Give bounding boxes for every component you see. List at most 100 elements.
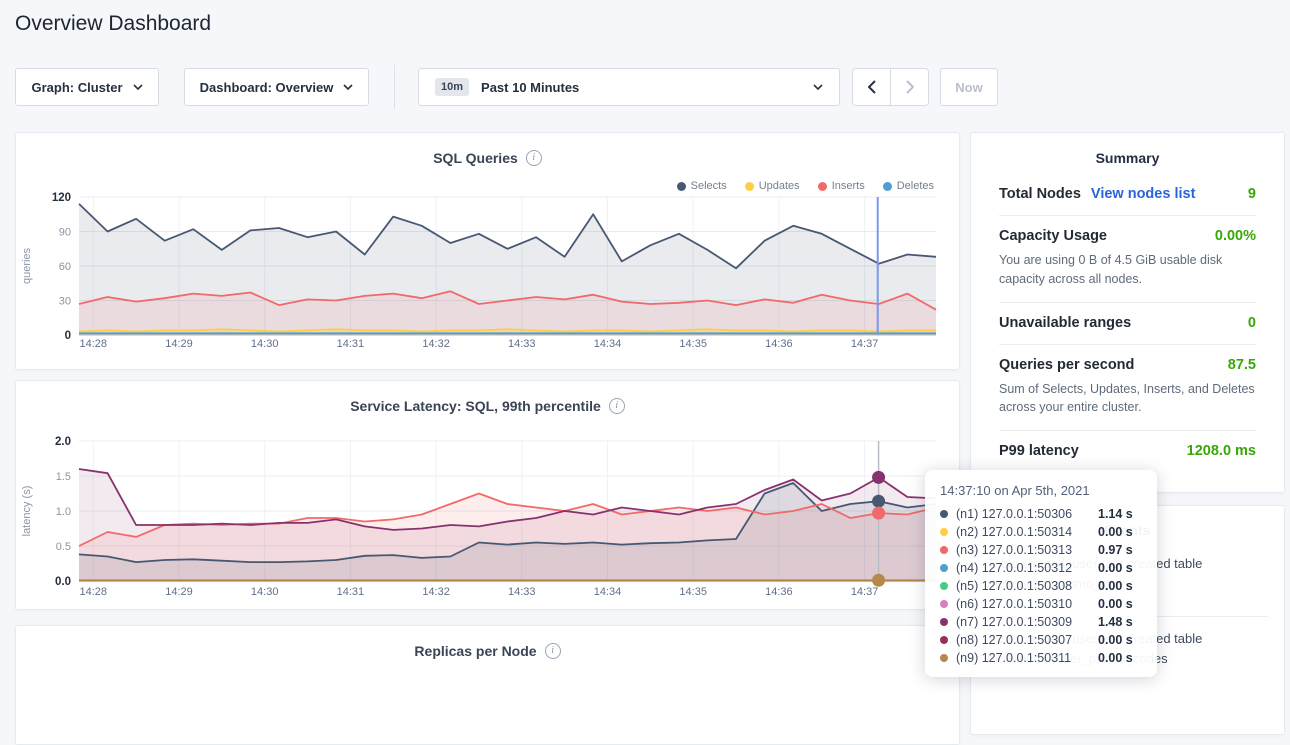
tooltip-node-label: (n6) 127.0.0.1:50310 — [956, 597, 1098, 611]
tooltip-node-label: (n9) 127.0.0.1:50311 — [956, 651, 1098, 665]
tooltip-node-value: 1.48 s — [1098, 615, 1133, 629]
summary-title: Summary — [971, 133, 1284, 174]
graph-scope-label: Graph: Cluster — [31, 80, 122, 95]
svg-text:14:29: 14:29 — [165, 338, 193, 350]
tooltip-node-label: (n5) 127.0.0.1:50308 — [956, 579, 1098, 593]
chevron-left-icon — [868, 80, 876, 94]
tooltip-node-row: (n4) 127.0.0.1:50312 0.00 s — [940, 559, 1142, 577]
tooltip-node-value: 0.00 s — [1098, 597, 1133, 611]
summary-value: 1208.0 ms — [1187, 443, 1256, 459]
chevron-down-icon — [813, 84, 823, 90]
svg-text:14:28: 14:28 — [80, 338, 108, 350]
svg-text:14:36: 14:36 — [765, 338, 793, 350]
svg-text:14:33: 14:33 — [508, 338, 536, 350]
summary-subtext: Sum of Selects, Updates, Inserts, and De… — [999, 380, 1256, 418]
info-icon[interactable]: i — [526, 150, 542, 166]
svg-text:14:31: 14:31 — [337, 338, 365, 350]
tooltip-node-label: (n3) 127.0.0.1:50313 — [956, 543, 1098, 557]
time-range-dropdown[interactable]: 10m Past 10 Minutes — [418, 68, 840, 106]
series-dot-icon — [940, 528, 948, 536]
tooltip-node-value: 0.00 s — [1098, 579, 1133, 593]
controls-bar: Graph: Cluster Dashboard: Overview 10m P… — [15, 68, 1290, 106]
summary-label: P99 latency — [999, 443, 1079, 459]
time-range-badge: 10m — [435, 78, 469, 96]
series-dot-icon — [940, 654, 948, 662]
page-title: Overview Dashboard — [15, 12, 211, 36]
summary-label: Total Nodes — [999, 186, 1081, 202]
info-icon[interactable]: i — [609, 398, 625, 414]
tooltip-node-row: (n3) 127.0.0.1:50313 0.97 s — [940, 541, 1142, 559]
summary-label: Queries per second — [999, 357, 1134, 373]
info-icon[interactable]: i — [545, 643, 561, 659]
tooltip-node-label: (n4) 127.0.0.1:50312 — [956, 561, 1098, 575]
svg-text:0: 0 — [65, 330, 71, 342]
summary-subtext: You are using 0 B of 4.5 GiB usable disk… — [999, 251, 1256, 289]
prev-time-button[interactable] — [853, 69, 890, 105]
chevron-down-icon — [133, 84, 143, 90]
service-latency-chart[interactable]: 14:2814:2914:3014:3114:3214:3314:3414:35… — [16, 433, 960, 605]
chart-title: Replicas per Node — [414, 643, 536, 659]
graph-scope-dropdown[interactable]: Graph: Cluster — [15, 68, 159, 106]
time-range-label: Past 10 Minutes — [481, 80, 579, 95]
summary-value: 9 — [1248, 186, 1256, 202]
replicas-per-node-panel: Replicas per Node i — [15, 625, 960, 745]
svg-text:0.5: 0.5 — [56, 541, 71, 553]
svg-text:14:32: 14:32 — [422, 338, 450, 350]
tooltip-node-value: 0.97 s — [1098, 543, 1133, 557]
tooltip-node-row: (n9) 127.0.0.1:50311 0.00 s — [940, 649, 1142, 667]
chart-title: SQL Queries — [433, 150, 518, 166]
svg-text:latency (s): latency (s) — [21, 486, 33, 537]
tooltip-timestamp: 14:37:10 on Apr 5th, 2021 — [940, 483, 1142, 498]
svg-text:30: 30 — [59, 296, 71, 308]
time-step-button-group — [852, 68, 929, 106]
tooltip-node-value: 0.00 s — [1098, 633, 1133, 647]
next-time-button[interactable] — [890, 69, 928, 105]
summary-panel: Summary Total Nodes View nodes list 9 Ca… — [970, 132, 1285, 493]
summary-row-unavailable-ranges: Unavailable ranges 0 — [999, 303, 1256, 345]
divider — [394, 65, 395, 109]
svg-text:14:30: 14:30 — [251, 586, 279, 598]
svg-text:14:28: 14:28 — [80, 586, 108, 598]
series-dot-icon — [940, 636, 948, 644]
chart-header: Replicas per Node i — [16, 626, 959, 659]
svg-text:2.0: 2.0 — [55, 436, 71, 448]
dashboard-dropdown[interactable]: Dashboard: Overview — [184, 68, 369, 106]
series-dot-icon — [940, 564, 948, 572]
svg-text:0.0: 0.0 — [55, 576, 71, 588]
svg-text:queries: queries — [21, 247, 33, 284]
chart-header: Service Latency: SQL, 99th percentile i — [16, 381, 959, 414]
tooltip-node-row: (n5) 127.0.0.1:50308 0.00 s — [940, 577, 1142, 595]
summary-row-queries-per-second: Queries per second 87.5 Sum of Selects, … — [999, 345, 1256, 432]
chevron-right-icon — [906, 80, 914, 94]
tooltip-node-row: (n7) 127.0.0.1:50309 1.48 s — [940, 613, 1142, 631]
summary-value: 0.00% — [1215, 228, 1256, 244]
svg-text:14:37: 14:37 — [851, 586, 879, 598]
series-dot-icon — [940, 546, 948, 554]
chevron-down-icon — [343, 84, 353, 90]
summary-row-total-nodes: Total Nodes View nodes list 9 — [999, 174, 1256, 216]
summary-value: 0 — [1248, 315, 1256, 331]
svg-text:14:37: 14:37 — [851, 338, 879, 350]
svg-text:14:34: 14:34 — [594, 586, 622, 598]
now-button[interactable]: Now — [940, 68, 998, 106]
tooltip-node-value: 0.00 s — [1098, 525, 1133, 539]
summary-row-p99-latency: P99 latency 1208.0 ms — [999, 431, 1256, 472]
series-dot-icon — [940, 510, 948, 518]
svg-text:14:29: 14:29 — [165, 586, 193, 598]
svg-text:1.0: 1.0 — [56, 506, 71, 518]
tooltip-node-row: (n6) 127.0.0.1:50310 0.00 s — [940, 595, 1142, 613]
sql-queries-chart[interactable]: 14:2814:2914:3014:3114:3214:3314:3414:35… — [16, 189, 960, 359]
series-dot-icon — [940, 618, 948, 626]
svg-text:14:33: 14:33 — [508, 586, 536, 598]
svg-text:14:34: 14:34 — [594, 338, 622, 350]
summary-label: Capacity Usage — [999, 228, 1107, 244]
dashboard-label: Dashboard: Overview — [200, 80, 334, 95]
tooltip-node-value: 0.00 s — [1098, 651, 1133, 665]
view-nodes-list-link[interactable]: View nodes list — [1091, 186, 1196, 202]
sql-queries-panel: SQL Queries i Selects Updates Inserts De… — [15, 132, 960, 370]
service-latency-panel: Service Latency: SQL, 99th percentile i … — [15, 380, 960, 610]
tooltip-node-value: 0.00 s — [1098, 561, 1133, 575]
tooltip-node-row: (n2) 127.0.0.1:50314 0.00 s — [940, 523, 1142, 541]
summary-row-capacity-usage: Capacity Usage 0.00% You are using 0 B o… — [999, 216, 1256, 303]
tooltip-node-label: (n1) 127.0.0.1:50306 — [956, 507, 1098, 521]
